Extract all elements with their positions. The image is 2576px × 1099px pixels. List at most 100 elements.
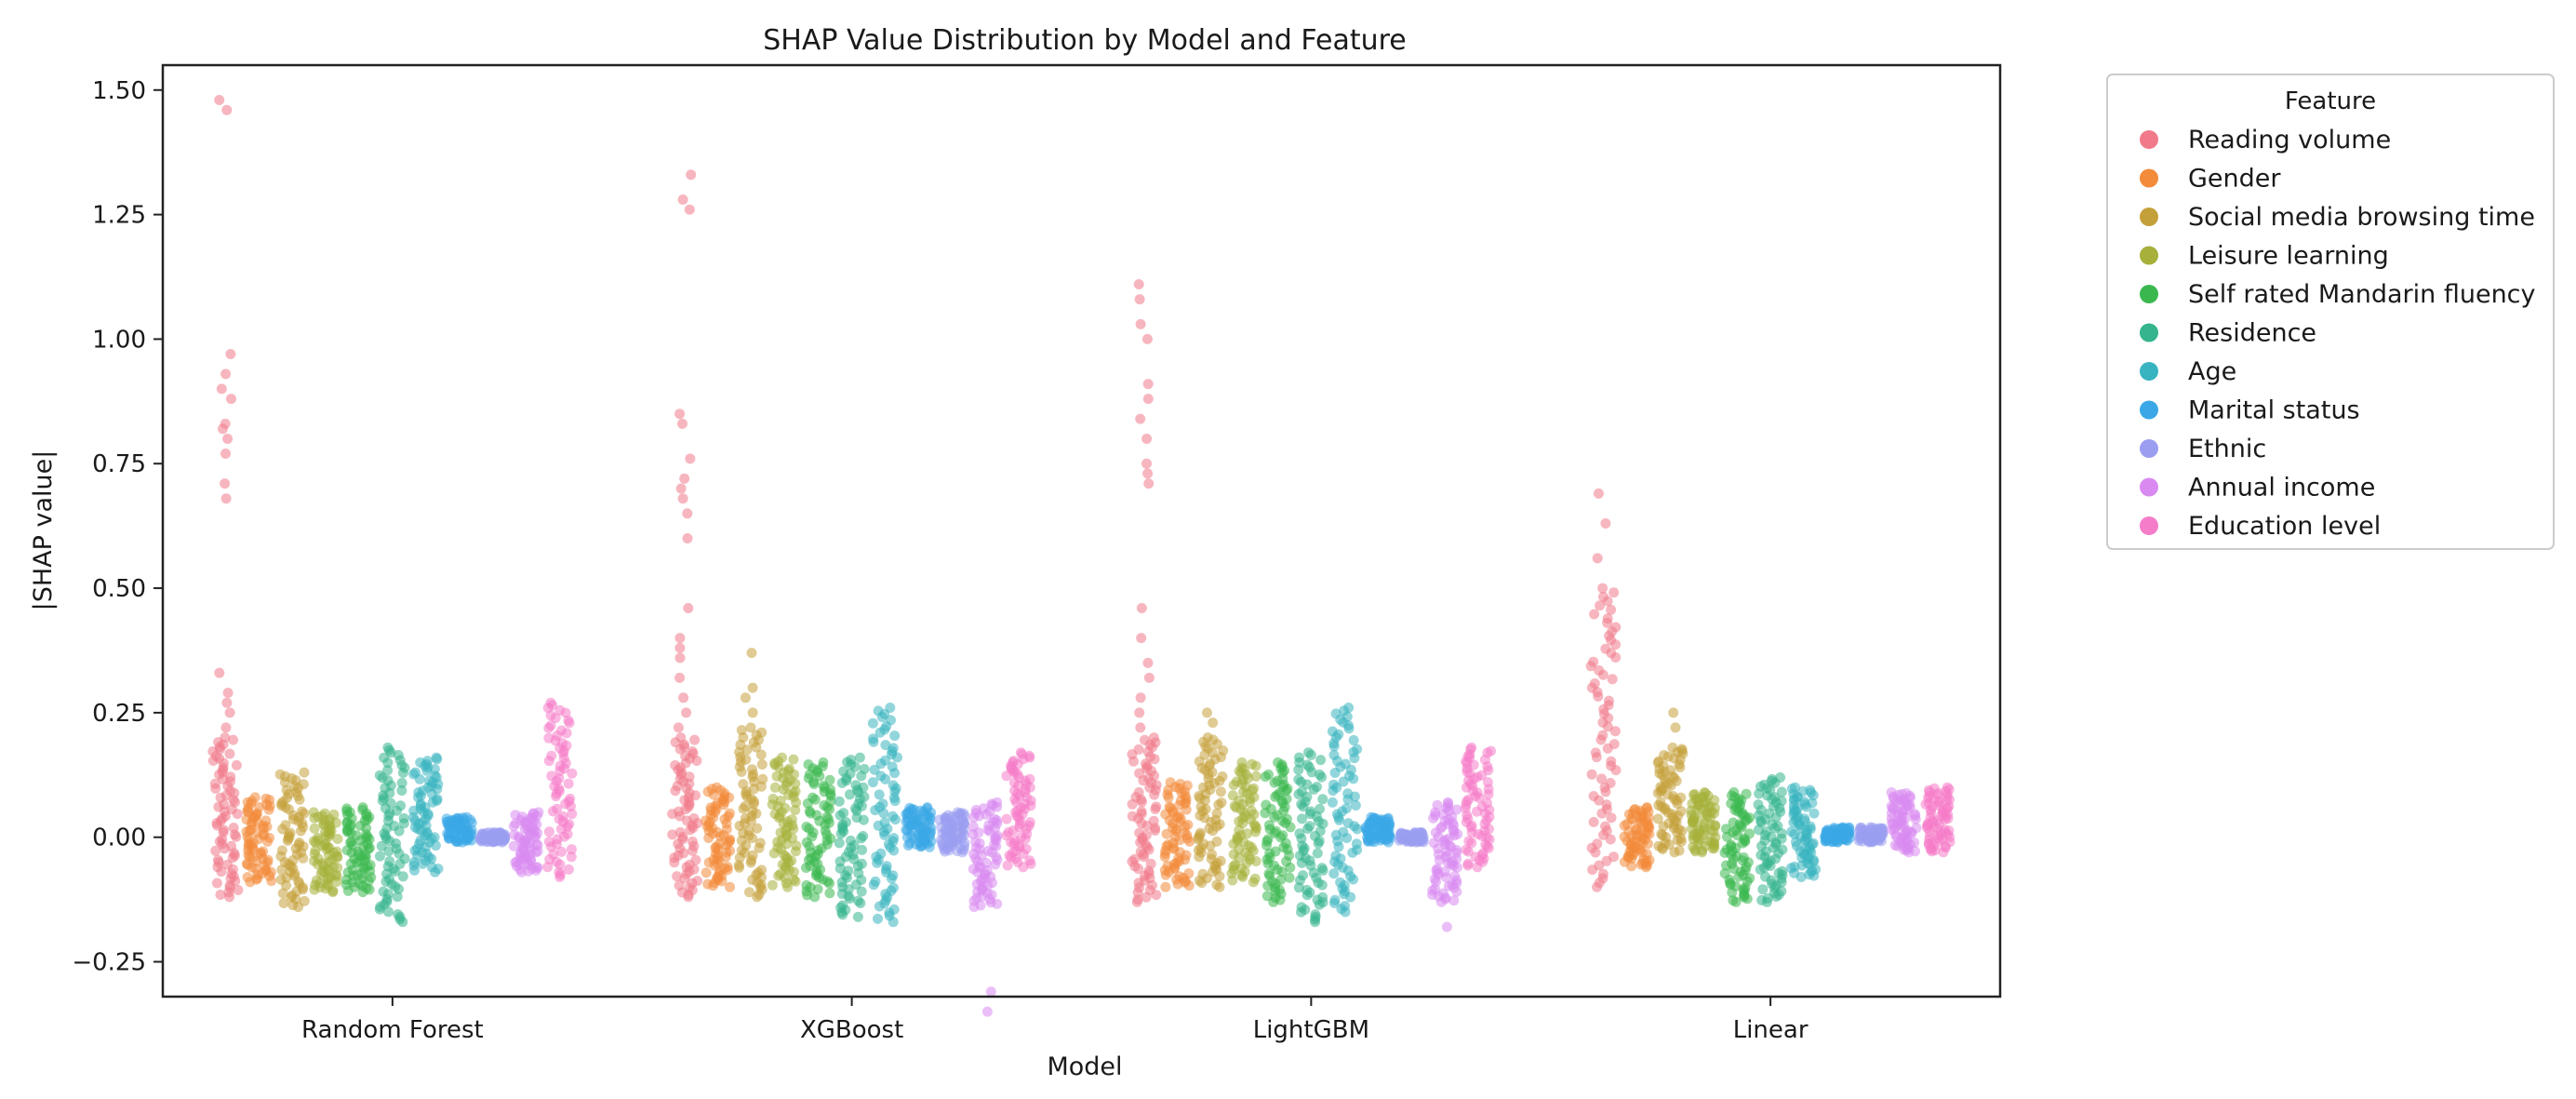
legend-label: Self rated Mandarin fluency <box>2188 280 2536 309</box>
data-point <box>1449 870 1461 881</box>
data-point <box>1227 790 1238 801</box>
data-point <box>376 840 387 851</box>
data-point <box>1604 695 1614 706</box>
data-point <box>1250 771 1261 782</box>
data-point <box>1327 726 1338 737</box>
data-point <box>1348 735 1359 745</box>
data-point <box>309 823 320 834</box>
data-point <box>441 813 452 824</box>
data-point <box>308 807 319 818</box>
data-point-outlier <box>685 453 696 464</box>
data-point <box>1145 858 1156 869</box>
data-point <box>850 780 861 791</box>
data-point <box>1293 774 1304 785</box>
data-point <box>1175 779 1186 789</box>
data-point <box>674 880 685 891</box>
data-point <box>1338 826 1349 838</box>
data-point <box>1409 826 1421 838</box>
data-point <box>1602 613 1613 624</box>
data-point <box>226 840 237 851</box>
data-point <box>566 851 577 863</box>
y-tick-label: 1.00 <box>92 326 146 354</box>
data-point <box>1236 757 1248 768</box>
data-point <box>1261 799 1272 811</box>
data-point <box>1002 860 1013 871</box>
data-point <box>1246 806 1257 816</box>
data-point <box>1305 806 1316 817</box>
data-point <box>886 715 896 726</box>
data-point-outlier <box>1143 672 1155 683</box>
data-point-outlier <box>1135 413 1146 424</box>
data-point <box>808 792 818 803</box>
data-point <box>1486 745 1496 757</box>
data-point <box>260 815 272 826</box>
data-point <box>1786 826 1797 838</box>
data-point <box>1024 773 1035 784</box>
data-point <box>554 704 566 716</box>
data-point <box>552 803 563 814</box>
data-point <box>767 793 779 804</box>
data-point-outlier <box>747 707 758 718</box>
data-point <box>755 749 767 760</box>
data-point <box>298 779 309 790</box>
y-tick-label: 0.25 <box>92 700 146 728</box>
legend-label: Age <box>2188 357 2236 386</box>
data-point <box>788 754 799 765</box>
data-point-outlier <box>682 533 693 543</box>
data-point <box>1015 747 1026 758</box>
data-point <box>711 782 722 793</box>
data-point <box>888 904 900 915</box>
data-point <box>1008 756 1020 767</box>
data-point <box>843 865 854 877</box>
y-tick-label: 0.00 <box>92 824 146 852</box>
data-point <box>1448 895 1460 906</box>
data-point-outlier <box>1136 603 1147 613</box>
data-point <box>888 882 899 893</box>
data-point-outlier <box>1142 379 1154 390</box>
data-point <box>690 854 701 865</box>
data-point <box>1335 877 1346 888</box>
data-point <box>1263 868 1275 879</box>
data-point-outlier <box>674 672 686 683</box>
data-point-outlier <box>1135 318 1146 329</box>
data-point <box>1855 822 1866 833</box>
data-point <box>280 820 291 831</box>
data-point <box>1133 787 1144 797</box>
data-point <box>1247 758 1258 770</box>
data-point <box>852 911 863 922</box>
data-point <box>1597 730 1608 741</box>
data-point <box>1601 799 1612 811</box>
data-point <box>1248 783 1260 794</box>
data-point-outlier <box>1135 722 1146 733</box>
data-point <box>1753 799 1764 811</box>
data-point <box>1461 844 1472 855</box>
data-point <box>756 759 767 770</box>
data-point <box>1134 768 1145 779</box>
data-point <box>868 733 878 744</box>
data-point <box>1327 797 1338 808</box>
data-point <box>1675 806 1687 817</box>
data-point <box>299 895 310 906</box>
data-point <box>1728 817 1739 828</box>
data-point <box>1607 674 1618 685</box>
data-point <box>374 851 385 862</box>
data-point <box>1328 779 1339 790</box>
data-point <box>1301 759 1313 771</box>
data-point <box>790 805 801 815</box>
data-point <box>1315 803 1325 814</box>
data-point-outlier <box>684 204 695 215</box>
data-point <box>670 759 681 771</box>
legend-frame <box>2106 74 2555 550</box>
data-point <box>1466 742 1477 753</box>
data-point <box>1911 823 1922 834</box>
data-point <box>1929 783 1940 794</box>
data-point-outlier <box>1670 722 1681 733</box>
data-point <box>1182 819 1194 830</box>
data-point <box>867 777 878 788</box>
data-point <box>545 720 556 731</box>
data-point <box>274 769 286 780</box>
data-point <box>228 734 239 745</box>
data-point <box>566 844 577 855</box>
data-point <box>1129 853 1141 864</box>
data-point <box>769 782 781 793</box>
